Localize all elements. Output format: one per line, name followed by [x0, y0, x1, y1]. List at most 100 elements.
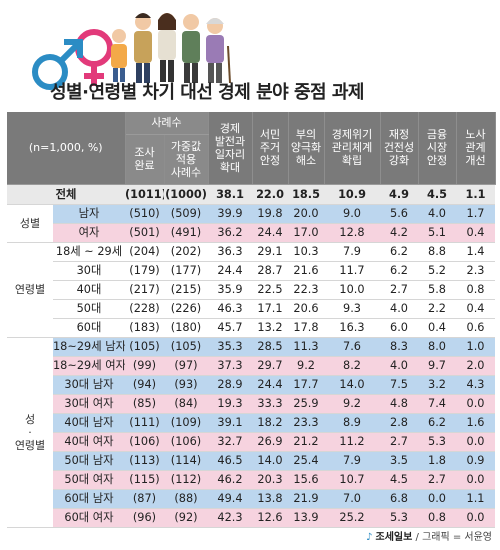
cell: 8.8 [418, 242, 456, 262]
cell: 21.2 [288, 432, 324, 452]
cell: 28.5 [252, 337, 288, 357]
cell: 15.6 [288, 470, 324, 490]
cell: 8.2 [324, 356, 380, 376]
cell: 4.0 [380, 299, 418, 319]
cell: 10.9 [324, 184, 380, 205]
credit-separator: / [412, 532, 423, 543]
cell: (112) [164, 470, 208, 490]
cell: 6.2 [418, 413, 456, 433]
cell: 0.8 [456, 280, 495, 300]
cell: 7.6 [324, 337, 380, 357]
table-row: 50대 남자 (113) (114) 46.5 14.0 25.4 7.9 3.5 1.8 0.9 [7, 451, 495, 471]
cell: (491) [164, 223, 208, 243]
table-row: 연령별 18세 ~ 29세 (204) (202) 36.3 29.1 10.3 7.9 6.2… [7, 242, 495, 338]
row-label: 여자 [53, 223, 125, 243]
cell: 17.1 [252, 299, 288, 319]
group-label: 성별 [7, 204, 53, 243]
cell: 6.0 [380, 318, 418, 338]
cell: 33.3 [252, 394, 288, 414]
cell: 20.0 [288, 204, 324, 224]
cell: 32.7 [208, 432, 252, 452]
cell: 24.4 [252, 223, 288, 243]
cell: 2.2 [418, 299, 456, 319]
cell: 1.0 [456, 337, 495, 357]
cell: (215) [164, 280, 208, 300]
cell: (106) [125, 432, 164, 452]
cell: 7.9 [324, 451, 380, 471]
cell: 5.2 [418, 261, 456, 281]
cell: 11.2 [324, 432, 380, 452]
cell: 25.9 [288, 394, 324, 414]
cell: 18.2 [252, 413, 288, 433]
col-header-economy: 경제 발전과 일자리 확대 [208, 112, 253, 185]
cell: 25.2 [324, 508, 380, 528]
row-label: 30대 여자 [53, 394, 125, 414]
cell: 1.6 [456, 413, 495, 433]
cell: (92) [164, 508, 208, 528]
row-label: 40대 [53, 280, 125, 300]
row-label: 남자 [53, 204, 125, 224]
cell: 18.5 [288, 184, 324, 205]
cell: 2.0 [456, 356, 495, 376]
row-label: 18~29세 남자 [53, 337, 125, 357]
col-header-fiscal: 재정 건전성 강화 [380, 112, 419, 185]
cell: 7.9 [324, 242, 380, 262]
survey-table: (n=1,000, %) 사례수 경제 발전과 일자리 확대 서민 주거 안정 부의 양극화… [7, 112, 496, 528]
cell: 0.4 [456, 299, 495, 319]
cell: (204) [125, 242, 164, 262]
table-row: 성 · 연령별 18~29세 남자 (105) (105) 35.3 28.5 11.3 7.6 8… [7, 337, 495, 528]
cell: (94) [125, 375, 164, 395]
cell: 2.7 [380, 280, 418, 300]
table-row: 40대 여자 (106) (106) 32.7 26.9 21.2 11.2 2.7 5.3 0.… [7, 432, 495, 452]
table-row: 60대 여자 (96) (92) 42.3 12.6 13.9 25.2 5.3 0.8 0.0 [7, 508, 495, 528]
table-row: 40대 (217) (215) 35.9 22.5 22.3 10.0 2.7 5.8 0.8 [7, 280, 495, 300]
cell: (115) [125, 470, 164, 490]
cell: (226) [164, 299, 208, 319]
n-note: (n=1,000, %) [7, 112, 126, 185]
row-label: 50대 남자 [53, 451, 125, 471]
cell: 12.8 [324, 223, 380, 243]
male-symbol-icon [32, 39, 83, 90]
cell: 0.0 [456, 394, 495, 414]
credit-text: 그래픽 = 서윤영 [422, 532, 492, 543]
cell: 26.9 [252, 432, 288, 452]
cell: (96) [125, 508, 164, 528]
group-label: 연령별 [7, 242, 53, 338]
cell: (179) [125, 261, 164, 281]
cell: 11.3 [288, 337, 324, 357]
cell: (228) [125, 299, 164, 319]
cell: 4.0 [418, 204, 456, 224]
cell: (99) [125, 356, 164, 376]
table-row-total: 전체 (1011) (1000) 38.1 22.0 18.5 10.9 4.9… [7, 184, 495, 205]
cell: 17.0 [288, 223, 324, 243]
cell: 0.8 [418, 508, 456, 528]
page-title: 성별·연령별 차기 대선 경제 분야 중점 과제 [50, 82, 364, 103]
cell: 17.8 [288, 318, 324, 338]
table-row: 50대 (228) (226) 46.3 17.1 20.6 9.3 4.0 2.2 0.4 [7, 299, 495, 319]
cell: (97) [164, 356, 208, 376]
cell: 1.1 [456, 489, 495, 509]
cell: 12.6 [252, 508, 288, 528]
cell: (111) [125, 413, 164, 433]
table-row: 30대 남자 (94) (93) 28.9 24.4 17.7 14.0 7.5 3.2 4.3 [7, 375, 495, 395]
cell: 20.3 [252, 470, 288, 490]
cell: (106) [164, 432, 208, 452]
row-label: 60대 [53, 318, 125, 338]
cell: 7.4 [418, 394, 456, 414]
cell: 10.0 [324, 280, 380, 300]
cell: 5.1 [418, 223, 456, 243]
people-icon [111, 13, 231, 84]
logo-icon: ♪ [365, 532, 373, 543]
cell: 11.7 [324, 261, 380, 281]
cell: 22.5 [252, 280, 288, 300]
cell: 7.0 [324, 489, 380, 509]
row-label: 18세 ~ 29세 [53, 242, 125, 262]
cell: 4.5 [380, 470, 418, 490]
cell: 9.7 [418, 356, 456, 376]
cell: 6.2 [380, 242, 418, 262]
cell: 13.9 [288, 508, 324, 528]
row-label: 전체 [7, 184, 125, 205]
row-label: 50대 여자 [53, 470, 125, 490]
col-header-finance: 금융 시장 안정 [418, 112, 457, 185]
cell: 4.5 [418, 184, 456, 205]
